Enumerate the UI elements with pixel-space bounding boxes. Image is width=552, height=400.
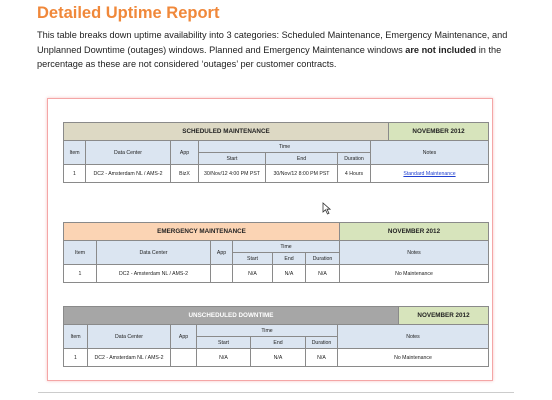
table-cell: N/A xyxy=(305,264,340,283)
column-header: App xyxy=(210,240,233,265)
column-header: App xyxy=(170,140,199,165)
table-cell: 30/Nov/12 4:00 PM PST xyxy=(198,164,266,183)
table-cell xyxy=(170,348,197,367)
column-header: Data Center xyxy=(96,240,211,265)
column-header: Notes xyxy=(370,140,489,165)
table-cell: 1 xyxy=(63,264,97,283)
mouse-cursor xyxy=(322,202,331,215)
table-period: NOVEMBER 2012 xyxy=(398,306,489,325)
table-title: SCHEDULED MAINTENANCE xyxy=(63,122,389,141)
column-header: Notes xyxy=(339,240,489,265)
table-cell: DC2 - Amsterdam NL / AMS-2 xyxy=(85,164,171,183)
table-cell: N/A xyxy=(272,264,306,283)
intro-text: This table breaks down uptime availabili… xyxy=(37,28,515,72)
intro-text-part: This table breaks down uptime availabili… xyxy=(37,30,508,55)
table-cell: 30/Nov/12 8:00 PM PST xyxy=(265,164,338,183)
report-title: Detailed Uptime Report xyxy=(37,4,220,22)
table-period: NOVEMBER 2012 xyxy=(339,222,489,241)
column-header: Data Center xyxy=(87,324,171,349)
table-cell: DC2 - Amsterdam NL / AMS-2 xyxy=(96,264,211,283)
column-header: Notes xyxy=(337,324,489,349)
table-cell: No Maintenance xyxy=(337,348,489,367)
table-cell: N/A xyxy=(250,348,306,367)
column-header: Item xyxy=(63,140,86,165)
table-period: NOVEMBER 2012 xyxy=(388,122,489,141)
notes-link: Standard Maintenance xyxy=(370,164,489,183)
table-cell: N/A xyxy=(305,348,338,367)
intro-emphasis: are not included xyxy=(405,44,477,55)
column-header: Data Center xyxy=(85,140,171,165)
column-header: Item xyxy=(63,324,88,349)
table-cell: No Maintenance xyxy=(339,264,489,283)
table-cell: N/A xyxy=(196,348,251,367)
column-header: Item xyxy=(63,240,97,265)
link[interactable]: Standard Maintenance xyxy=(403,170,456,177)
divider xyxy=(38,392,514,393)
column-header: App xyxy=(170,324,197,349)
table-cell: 1 xyxy=(63,164,86,183)
table-cell: N/A xyxy=(232,264,273,283)
table-title: EMERGENCY MAINTENANCE xyxy=(63,222,340,241)
table-cell: 1 xyxy=(63,348,88,367)
table-cell: BizX xyxy=(170,164,199,183)
intro-text-part: in the percentage as these are not consi… xyxy=(37,44,502,70)
table-cell: 4 Hours xyxy=(337,164,371,183)
table-cell xyxy=(210,264,233,283)
table-cell: DC2 - Amsterdam NL / AMS-2 xyxy=(87,348,171,367)
report-frame xyxy=(47,98,493,381)
table-title: UNSCHEDULED DOWNTIME xyxy=(63,306,399,325)
